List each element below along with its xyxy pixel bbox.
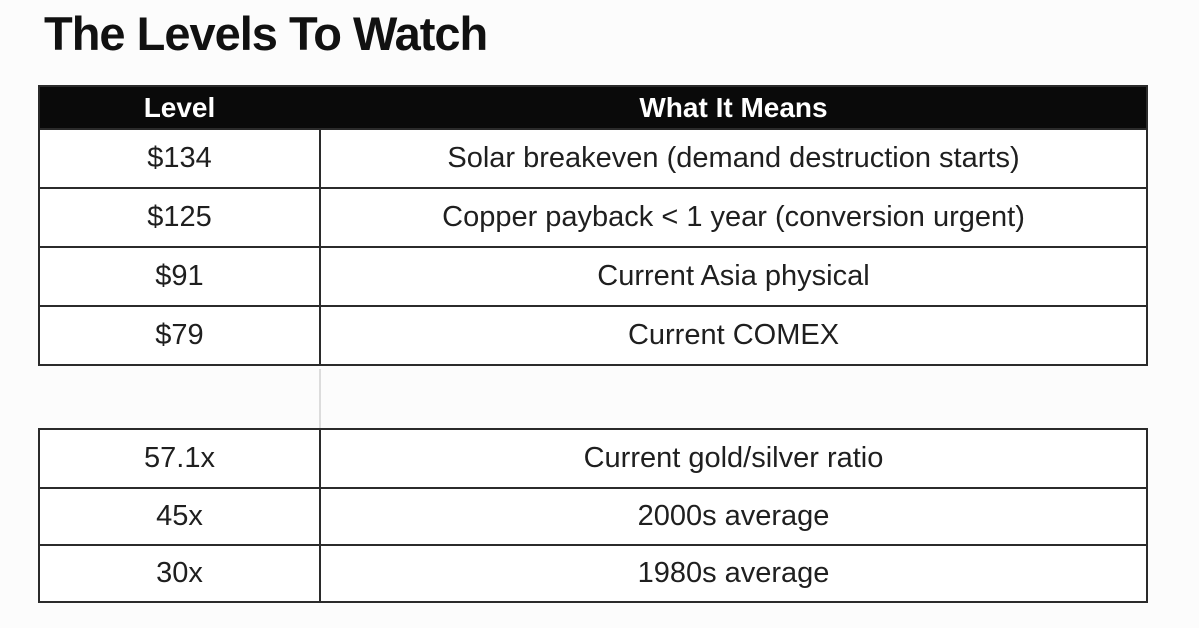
table-row: $125 Copper payback < 1 year (conversion… xyxy=(40,187,1146,246)
price-levels-table: Level What It Means $134 Solar breakeven… xyxy=(38,85,1148,366)
table-row: $79 Current COMEX xyxy=(40,305,1146,364)
level-cell: 30x xyxy=(40,546,321,601)
table-row: $134 Solar breakeven (demand destruction… xyxy=(40,128,1146,187)
meaning-cell: 2000s average xyxy=(637,500,830,532)
page-title: The Levels To Watch xyxy=(44,7,488,60)
level-cell: $91 xyxy=(40,248,321,305)
header-cell-what-it-means: What It Means xyxy=(639,91,828,123)
meaning-cell: Current COMEX xyxy=(627,319,840,351)
table-header-row: Level What It Means xyxy=(40,87,1146,128)
table-row: 57.1x Current gold/silver ratio xyxy=(40,430,1146,487)
level-cell: 57.1x xyxy=(40,430,321,487)
meaning-cell: 1980s average xyxy=(637,557,830,589)
meaning-cell: Current Asia physical xyxy=(597,260,870,292)
level-cell: 45x xyxy=(40,489,321,544)
ratio-levels-table: 57.1x Current gold/silver ratio 45x 2000… xyxy=(38,428,1148,603)
level-cell: $125 xyxy=(40,189,321,246)
meaning-cell: Solar breakeven (demand destruction star… xyxy=(447,142,1020,174)
meaning-cell: Current gold/silver ratio xyxy=(583,442,884,474)
table-row: 30x 1980s average xyxy=(40,544,1146,601)
table-gap-column-divider xyxy=(319,369,321,428)
table-row: 45x 2000s average xyxy=(40,487,1146,544)
meaning-cell: Copper payback < 1 year (conversion urge… xyxy=(442,201,1025,233)
header-cell-level: Level xyxy=(40,87,321,128)
level-cell: $79 xyxy=(40,307,321,364)
table-row: $91 Current Asia physical xyxy=(40,246,1146,305)
level-cell: $134 xyxy=(40,130,321,187)
